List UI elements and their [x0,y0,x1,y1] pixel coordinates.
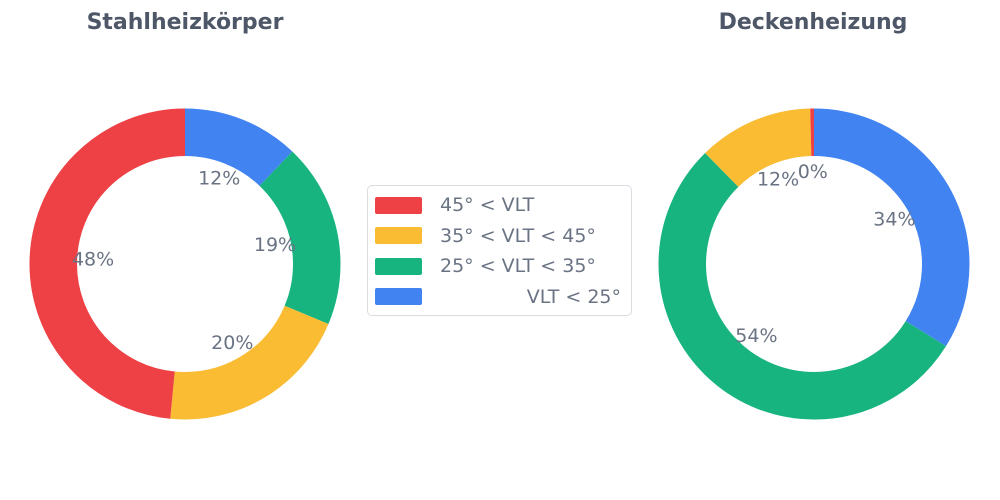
donut-chart-stahlheizkoerper: 12% 19% 20% 48% [29,108,341,420]
pie-percent-label-vlt-25-35: 54% [735,325,777,347]
legend-label-vlt-35-45: 35° < VLT < 45° [440,224,596,247]
donut-chart-deckenheizung: 34% 54% 12%0% [658,108,970,420]
legend-item-vlt-25-35[interactable]: 25° < VLT < 35° [375,251,621,282]
pie-percent-label-vlt-gt-45: 48% [72,249,114,271]
legend-swatch-vlt-25-35 [375,257,422,275]
legend-item-vlt-35-45[interactable]: 35° < VLT < 45° [375,221,621,252]
pie-slice-vlt-25-35[interactable] [29,108,341,420]
legend-label-vlt-lt-25: VLT < 25° [526,285,621,308]
legend: 45° < VLT 35° < VLT < 45° 25° < VLT < 35… [367,185,632,316]
pie-percent-label-vlt-lt-25: 34% [873,208,915,230]
legend-label-vlt-gt-45: 45° < VLT [440,194,535,217]
pie-percent-label-vlt-gt-45: 0% [798,161,828,183]
chart-title-stahlheizkoerper: Stahlheizkörper [86,10,284,35]
legend-label-vlt-25-35: 25° < VLT < 35° [440,255,596,278]
legend-item-vlt-gt-45[interactable]: 45° < VLT [375,190,621,221]
pie-percent-label-vlt-lt-25: 12% [198,168,240,190]
pie-slice-vlt-35-45[interactable] [29,108,341,420]
legend-swatch-vlt-gt-45 [375,196,422,214]
legend-swatch-vlt-35-45 [375,227,422,245]
pie-slice-vlt-gt-45[interactable] [658,108,970,420]
chart-title-deckenheizung: Deckenheizung [718,10,908,35]
pie-percent-label-vlt-35-45: 12% [757,168,799,190]
pie-percent-label-vlt-35-45: 20% [211,332,253,354]
pie-slice-vlt-25-35[interactable] [658,108,970,420]
pie-slice-vlt-gt-45[interactable] [29,108,341,420]
legend-swatch-vlt-lt-25 [375,288,422,306]
pie-percent-label-vlt-25-35: 19% [254,234,296,256]
legend-item-vlt-lt-25[interactable]: VLT < 25° [375,282,621,313]
